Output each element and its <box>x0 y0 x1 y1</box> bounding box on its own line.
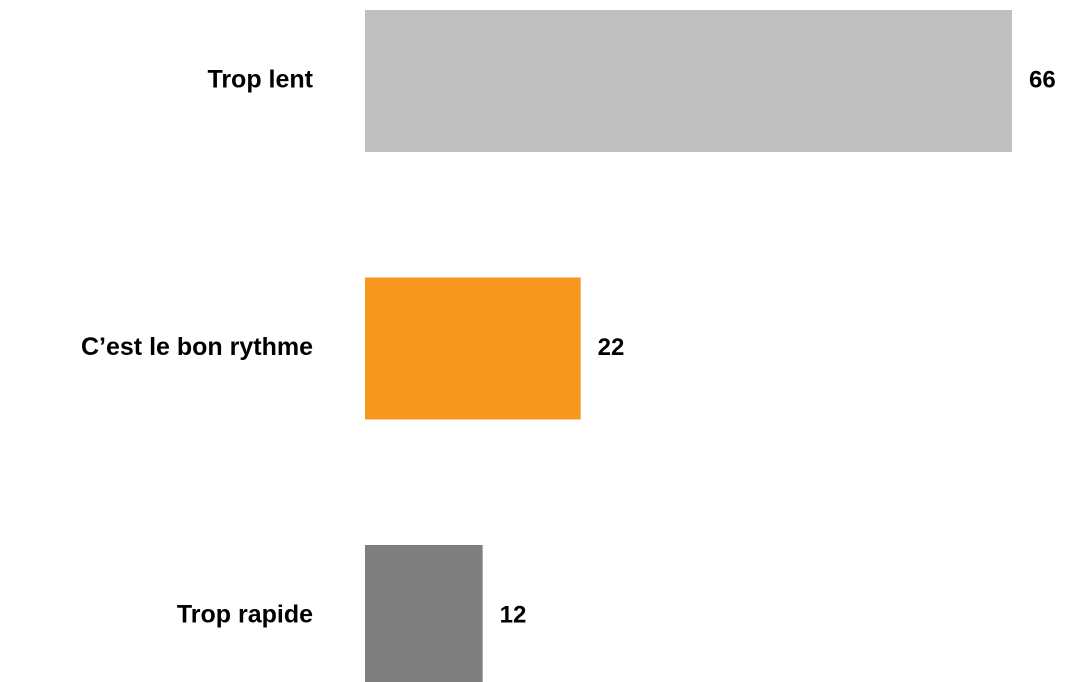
category-label: C’est le bon rythme <box>81 333 313 361</box>
category-label: Trop lent <box>207 66 313 94</box>
bar <box>365 10 1012 152</box>
value-label: 22 <box>598 334 625 361</box>
category-label: Trop rapide <box>177 601 313 629</box>
value-label: 66 <box>1029 66 1056 93</box>
bar <box>365 545 483 682</box>
bar <box>365 277 581 420</box>
value-label: 12 <box>500 601 527 628</box>
